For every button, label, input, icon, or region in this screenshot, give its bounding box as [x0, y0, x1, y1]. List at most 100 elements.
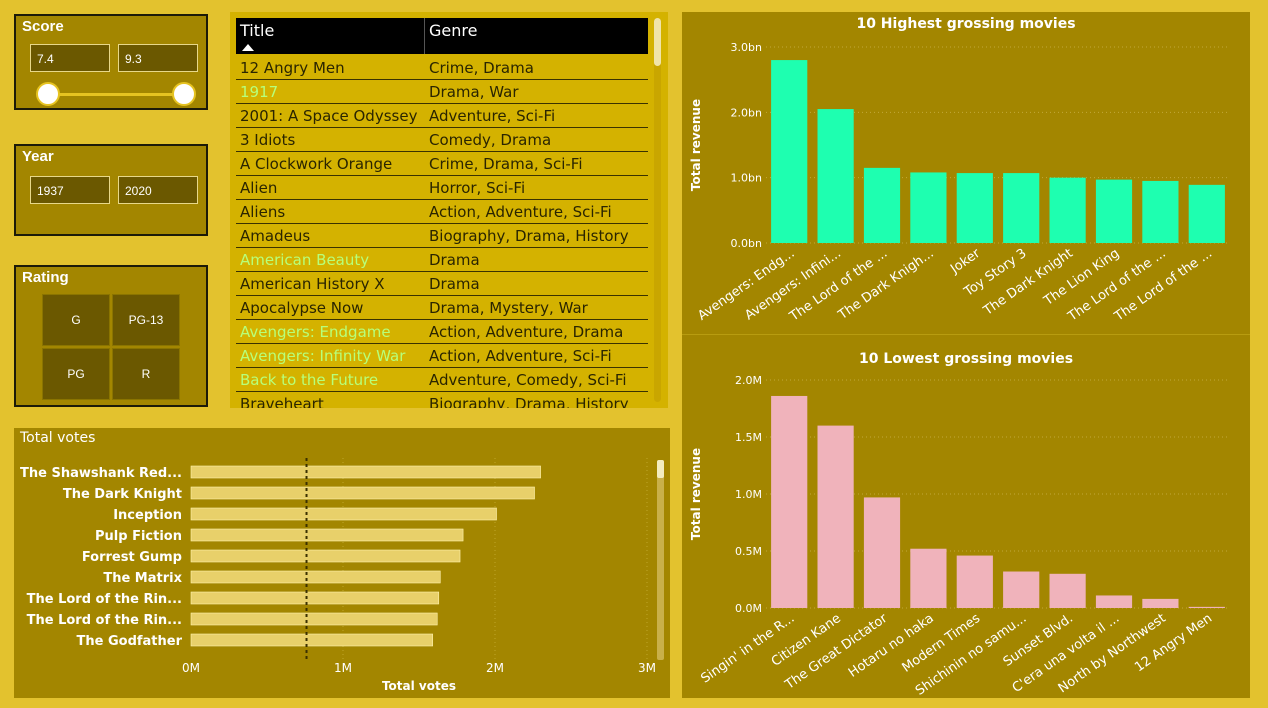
table-row[interactable]: American Beauty Drama	[236, 248, 648, 272]
rating-slicer-title: Rating	[22, 269, 69, 286]
y-tick-label: 3.0bn	[731, 41, 762, 54]
category-label: The Godfather	[77, 634, 183, 649]
table-row[interactable]: 12 Angry Men Crime, Drama	[236, 56, 648, 80]
category-label: Joker	[947, 246, 983, 278]
cell-title: Apocalypse Now	[240, 299, 364, 317]
column-header-genre[interactable]: Genre	[429, 21, 478, 40]
score-max-input[interactable]: 9.3	[118, 44, 198, 72]
bar	[771, 60, 808, 243]
rating-slicer: Rating G PG-13 PG R	[14, 265, 208, 407]
year-slicer: Year 1937 2020	[14, 144, 208, 236]
table-row[interactable]: 1917 Drama, War	[236, 80, 648, 104]
bar	[956, 173, 993, 243]
x-tick-label: 2M	[486, 661, 504, 675]
bar	[1095, 595, 1133, 608]
bar	[1188, 606, 1225, 608]
movies-table: Title Genre 12 Angry Men Crime, Drama 1917…	[230, 12, 668, 408]
table-row[interactable]: American History X Drama	[236, 272, 648, 296]
cell-title: Alien	[240, 179, 278, 197]
bar	[190, 465, 541, 479]
score-slider-min-handle[interactable]	[36, 82, 60, 106]
cell-genre: Drama	[429, 275, 480, 293]
cell-title: American Beauty	[240, 251, 370, 269]
cell-title: Avengers: Endgame	[240, 323, 391, 341]
score-slider-max-handle[interactable]	[172, 82, 196, 106]
category-label: The Lord of the Rin...	[27, 613, 182, 628]
bar	[910, 548, 947, 608]
score-slicer: Score 7.4 9.3	[14, 14, 208, 110]
y-tick-label: 0.0M	[735, 602, 762, 615]
bar	[1095, 179, 1133, 243]
score-slicer-title: Score	[22, 18, 64, 35]
bar	[190, 528, 464, 542]
cell-genre: Drama, War	[429, 83, 519, 101]
table-row[interactable]: Braveheart Biography, Drama, History	[236, 392, 648, 408]
bar	[863, 497, 901, 608]
chart-title: 10 Highest grossing movies	[856, 16, 1075, 32]
table-row[interactable]: Back to the Future Adventure, Comedy, Sci…	[236, 368, 648, 392]
cell-title: 2001: A Space Odyssey	[240, 107, 418, 125]
lowest-grossing-chart: 10 Lowest grossing movies 0.0M 0.5M 1.0M 1.5…	[689, 351, 1230, 698]
year-slicer-title: Year	[22, 148, 54, 165]
cell-genre: Biography, Drama, History	[429, 395, 629, 408]
cell-title: Aliens	[240, 203, 286, 221]
votes-scrollbar-thumb	[657, 460, 664, 478]
table-row[interactable]: Apocalypse Now Drama, Mystery, War	[236, 296, 648, 320]
cell-genre: Crime, Drama, Sci-Fi	[429, 155, 583, 173]
score-min-input[interactable]: 7.4	[30, 44, 110, 72]
table-row[interactable]: Avengers: Infinity War Action, Adventure,…	[236, 344, 648, 368]
y-tick-label: 0.5M	[735, 545, 762, 558]
score-slider-track[interactable]	[46, 93, 186, 96]
y-axis-title: Total revenue	[689, 99, 703, 191]
total-votes-chart: 0M 1M 2M 3M The Shawshank Red... The Dark Kni…	[20, 458, 664, 693]
year-min-input[interactable]: 1937	[30, 176, 110, 204]
bar	[190, 633, 433, 647]
category-label: The Lord of the Rin...	[27, 592, 182, 607]
chart-divider	[682, 334, 1250, 335]
column-divider	[424, 18, 425, 54]
bar	[817, 425, 854, 608]
table-row[interactable]: Alien Horror, Sci-Fi	[236, 176, 648, 200]
bar	[190, 507, 497, 521]
bar	[190, 486, 535, 500]
bar	[190, 591, 440, 605]
cell-title: Back to the Future	[240, 371, 379, 389]
rating-option-pg[interactable]: PG	[42, 348, 110, 400]
bar	[1142, 180, 1179, 243]
y-tick-label: 1.5M	[735, 431, 762, 444]
bar	[1003, 173, 1040, 243]
y-tick-label: 2.0M	[735, 374, 762, 387]
bar	[1049, 177, 1086, 243]
cell-title: Amadeus	[240, 227, 311, 245]
cell-genre: Horror, Sci-Fi	[429, 179, 526, 197]
cell-genre: Comedy, Drama	[429, 131, 552, 149]
cell-title: Avengers: Infinity War	[240, 347, 406, 365]
cell-title: American History X	[240, 275, 385, 293]
rating-option-r[interactable]: R	[112, 348, 180, 400]
table-scrollbar[interactable]	[654, 18, 661, 402]
year-max-input[interactable]: 2020	[118, 176, 198, 204]
table-scrollbar-thumb[interactable]	[654, 18, 661, 66]
cell-genre: Biography, Drama, History	[429, 227, 629, 245]
highest-grossing-chart: 10 Highest grossing movies 0.0bn 1.0bn 2.0b…	[689, 16, 1230, 325]
column-header-title[interactable]: Title	[240, 21, 275, 40]
sort-ascending-icon	[242, 44, 254, 51]
rating-option-pg13[interactable]: PG-13	[112, 294, 180, 346]
y-tick-label: 0.0bn	[731, 237, 762, 250]
table-row[interactable]: Avengers: Endgame Action, Adventure, Dram…	[236, 320, 648, 344]
table-row[interactable]: Aliens Action, Adventure, Sci-Fi	[236, 200, 648, 224]
table-row[interactable]: 3 Idiots Comedy, Drama	[236, 128, 648, 152]
cell-title: Braveheart	[240, 395, 324, 408]
votes-scrollbar	[657, 460, 664, 660]
chart-title: 10 Lowest grossing movies	[859, 351, 1073, 367]
revenue-charts-panel: 10 Highest grossing movies 0.0bn 1.0bn 2.0b…	[682, 12, 1250, 698]
bar	[1003, 571, 1040, 608]
cell-genre: Adventure, Sci-Fi	[429, 107, 556, 125]
table-row[interactable]: A Clockwork Orange Crime, Drama, Sci-Fi	[236, 152, 648, 176]
total-votes-panel: Total votes 0M 1M 2M 3M The Shawshank Red...…	[14, 428, 670, 698]
rating-option-g[interactable]: G	[42, 294, 110, 346]
table-row[interactable]: Amadeus Biography, Drama, History	[236, 224, 648, 248]
cell-title: 3 Idiots	[240, 131, 296, 149]
bar	[771, 395, 808, 608]
table-row[interactable]: 2001: A Space Odyssey Adventure, Sci-Fi	[236, 104, 648, 128]
